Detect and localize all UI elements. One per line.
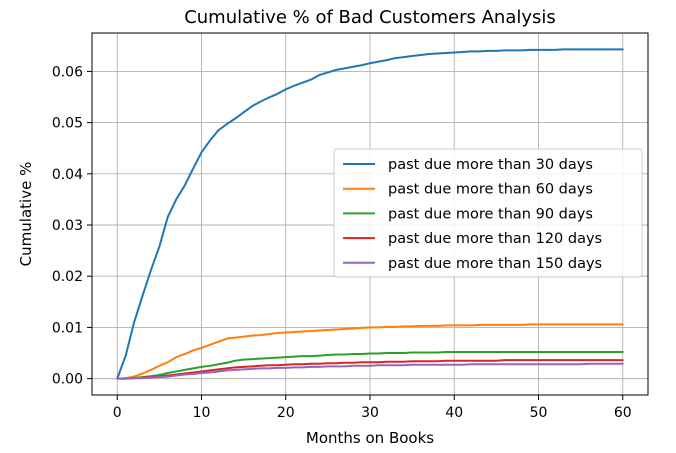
legend: past due more than 30 days past due more … (333, 148, 643, 278)
x-axis-label: Months on Books (306, 429, 434, 447)
x-axis: 0 10 20 30 40 50 60 (113, 395, 632, 421)
legend-label-1: past due more than 30 days (388, 157, 593, 173)
series-line-2 (116, 323, 624, 380)
y-tick-label: 0.05 (52, 116, 83, 132)
x-tick-label: 40 (445, 405, 463, 421)
legend-label-2: past due more than 60 days (388, 182, 593, 198)
x-tick-label: 30 (361, 405, 379, 421)
series-lines (116, 48, 624, 380)
y-tick-label: 0.03 (52, 218, 83, 234)
y-tick-label: 0.06 (52, 64, 83, 80)
y-tick-label: 0.02 (52, 269, 83, 285)
series-line-3 (116, 350, 624, 380)
y-axis-label: Cumulative % (17, 162, 35, 267)
chart-title: Cumulative % of Bad Customers Analysis (184, 7, 556, 28)
x-tick-label: 50 (530, 405, 548, 421)
y-tick-label: 0.00 (52, 372, 83, 388)
legend-label-4: past due more than 120 days (388, 231, 602, 247)
legend-label-3: past due more than 90 days (388, 206, 593, 222)
series-line-4 (116, 359, 624, 380)
x-tick-label: 20 (277, 405, 295, 421)
series-line-5 (116, 362, 624, 380)
y-tick-label: 0.01 (52, 320, 83, 336)
x-tick-label: 60 (614, 405, 632, 421)
y-tick-label: 0.04 (52, 167, 83, 183)
y-axis: 0.00 0.01 0.02 0.03 0.04 0.05 0.06 (52, 64, 92, 388)
series-line-1 (116, 48, 624, 380)
x-tick-label: 10 (193, 405, 211, 421)
legend-label-5: past due more than 150 days (388, 256, 602, 272)
legend-box (333, 148, 643, 278)
x-tick-label: 0 (113, 405, 122, 421)
